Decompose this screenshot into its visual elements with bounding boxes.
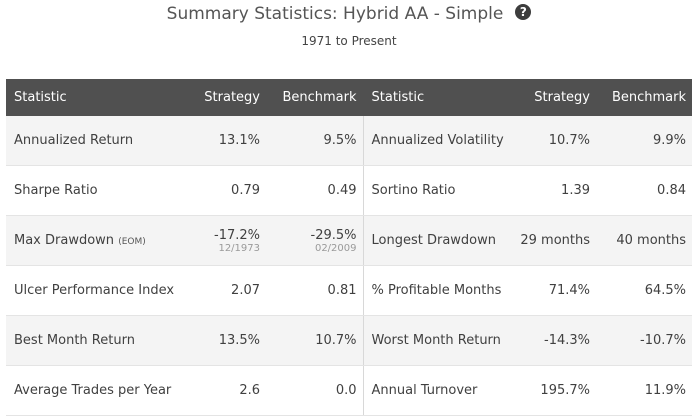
statistic-label: Max Drawdown (EOM) (6, 215, 185, 266)
strategy-value: 10.7% (513, 116, 596, 166)
header: Summary Statistics: Hybrid AA - Simple? … (0, 0, 698, 78)
strategy-value-text: -17.2% (214, 227, 260, 243)
table-row: Sharpe Ratio 0.79 0.49 Sortino Ratio 1.3… (6, 165, 692, 216)
statistic-label: Sortino Ratio (363, 165, 513, 216)
strategy-value: 13.5% (185, 315, 266, 366)
date-range-subtitle: 1971 to Present (301, 34, 397, 48)
benchmark-value: 40 months (596, 215, 692, 266)
statistic-label: Annualized Volatility (363, 116, 513, 166)
strategy-value: 2.6 (185, 365, 266, 416)
statistic-label-note: (EOM) (118, 237, 146, 247)
column-header-benchmark: Benchmark (266, 79, 364, 116)
strategy-drawdown-date: 12/1973 (218, 242, 260, 254)
statistic-label: Average Trades per Year (6, 365, 185, 416)
benchmark-value-text: -29.5% (310, 227, 357, 243)
table-header-row: Statistic Strategy Benchmark Statistic S… (6, 79, 692, 116)
page-title: Summary Statistics: Hybrid AA - Simple? (0, 3, 698, 25)
statistic-label: % Profitable Months (363, 265, 513, 316)
strategy-value: 1.39 (513, 165, 596, 216)
table-row: Best Month Return 13.5% 10.7% Worst Mont… (6, 315, 692, 366)
benchmark-value: -10.7% (596, 315, 692, 366)
page-title-text: Summary Statistics: Hybrid AA - Simple (166, 4, 504, 24)
strategy-value: 2.07 (185, 265, 266, 316)
benchmark-value: 11.9% (596, 365, 692, 416)
strategy-value: -14.3% (513, 315, 596, 366)
statistic-label: Ulcer Performance Index (6, 265, 185, 316)
benchmark-drawdown-date: 02/2009 (314, 242, 357, 254)
statistic-label-text: Max Drawdown (14, 233, 115, 248)
statistic-label: Annual Turnover (363, 365, 513, 416)
strategy-value: 13.1% (185, 116, 266, 166)
statistic-label: Worst Month Return (363, 315, 513, 366)
question-circle-icon[interactable]: ? (515, 4, 532, 20)
benchmark-value: 0.84 (596, 165, 692, 216)
benchmark-value: 10.7% (266, 315, 364, 366)
column-header-benchmark: Benchmark (596, 79, 692, 116)
benchmark-value: 0.0 (266, 365, 364, 416)
benchmark-value: 64.5% (596, 265, 692, 316)
statistic-label: Best Month Return (6, 315, 185, 366)
table-row: Ulcer Performance Index 2.07 0.81 % Prof… (6, 265, 692, 316)
strategy-value: 195.7% (513, 365, 596, 416)
strategy-value: 0.79 (185, 165, 266, 216)
strategy-value: 29 months (513, 215, 596, 266)
column-header-statistic: Statistic (6, 79, 185, 116)
benchmark-value: 0.81 (266, 265, 364, 316)
column-header-strategy: Strategy (513, 79, 596, 116)
benchmark-value: 9.5% (266, 116, 364, 166)
summary-statistics-table: Statistic Strategy Benchmark Statistic S… (6, 79, 692, 416)
column-header-statistic: Statistic (363, 79, 513, 116)
table-row: Annualized Return 13.1% 9.5% Annualized … (6, 116, 692, 166)
benchmark-value: 9.9% (596, 116, 692, 166)
table-row: Average Trades per Year 2.6 0.0 Annual T… (6, 365, 692, 416)
statistic-label: Sharpe Ratio (6, 165, 185, 216)
column-header-strategy: Strategy (185, 79, 266, 116)
benchmark-value: 0.49 (266, 165, 364, 216)
statistic-label: Longest Drawdown (363, 215, 513, 266)
benchmark-value: -29.5% 02/2009 (266, 215, 364, 266)
strategy-value: -17.2% 12/1973 (185, 215, 266, 266)
statistic-label: Annualized Return (6, 116, 185, 166)
table-row: Max Drawdown (EOM) -17.2% 12/1973 -29.5%… (6, 215, 692, 266)
strategy-value: 71.4% (513, 265, 596, 316)
